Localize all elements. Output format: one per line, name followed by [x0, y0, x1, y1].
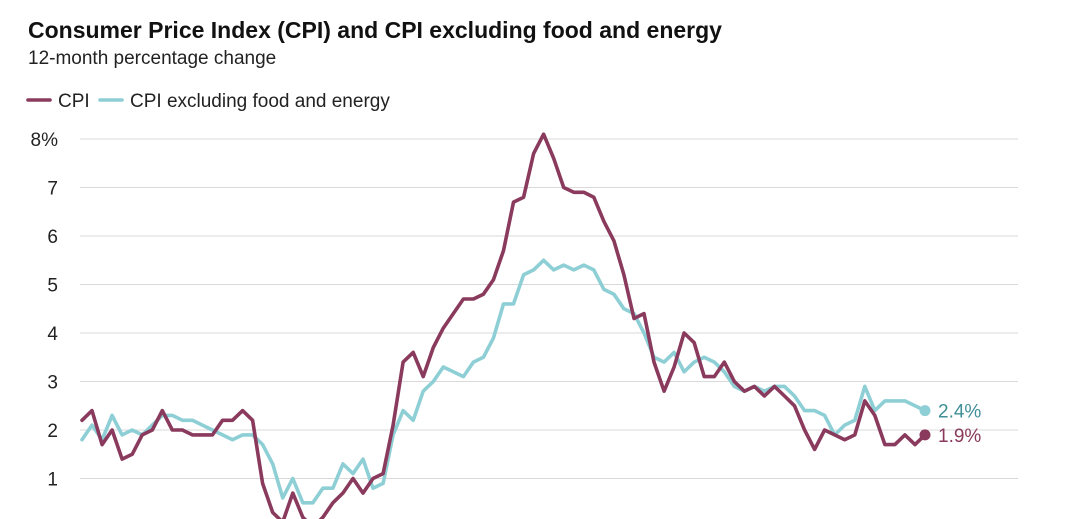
- y-tick-label-4: 4: [47, 324, 58, 345]
- y-tick-label-5: 5: [47, 276, 58, 297]
- y-tick-label-7: 7: [47, 179, 58, 200]
- series-lines: [80, 132, 927, 519]
- chart-title: Consumer Price Index (CPI) and CPI exclu…: [28, 17, 722, 43]
- y-axis-ticks: 1 2 3 4 5 6 7 8%: [31, 130, 59, 491]
- legend-label-cpi-core: CPI excluding food and energy: [130, 91, 390, 112]
- series-line-cpi: [80, 132, 927, 519]
- end-label-cpi: 1.9%: [938, 426, 981, 447]
- end-labels: 2.4% 1.9%: [919, 402, 981, 447]
- series-line-cpi-core: [80, 258, 927, 505]
- y-tick-label-2: 2: [47, 421, 58, 442]
- end-label-cpi-core: 2.4%: [938, 402, 981, 423]
- legend: CPI CPI excluding food and energy: [26, 91, 390, 112]
- gridlines: [80, 138, 1018, 479]
- legend-label-cpi: CPI: [58, 91, 90, 112]
- end-marker-cpi: [919, 429, 931, 441]
- y-tick-label-3: 3: [47, 373, 58, 394]
- y-tick-label-1: 1: [47, 470, 58, 491]
- y-tick-label-8: 8%: [31, 130, 59, 151]
- y-tick-label-6: 6: [47, 227, 58, 248]
- end-marker-cpi-core: [919, 405, 931, 417]
- chart-subtitle: 12-month percentage change: [28, 48, 276, 69]
